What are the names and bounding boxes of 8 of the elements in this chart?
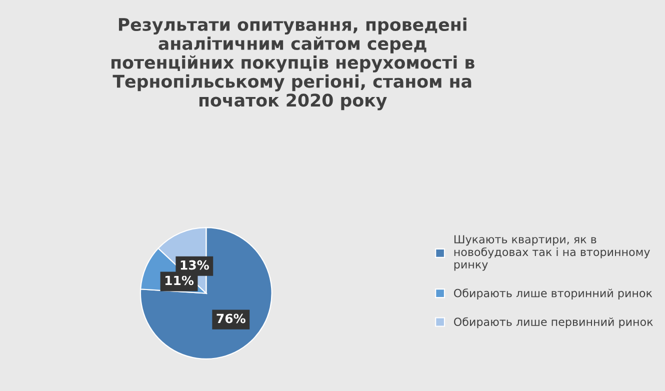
data-label: 13% bbox=[180, 260, 209, 270]
legend-label: Шукають квартири, як в новобудовах так і на вторинному ринку bbox=[454, 235, 650, 271]
legend-label: Обирають лише первинний ринок bbox=[454, 317, 653, 328]
data-label: 11% bbox=[165, 276, 194, 286]
data-label: 76% bbox=[216, 314, 246, 324]
chart-title: Результати опитування, проведені аналітичним сайтом серед потенційних покупців нерухомості в Тернопільському регіоні, станом на початок 2020 року bbox=[112, 18, 474, 110]
legend-label: Обирають лише вторинний ринок bbox=[454, 288, 652, 300]
pie-slice bbox=[140, 227, 272, 360]
